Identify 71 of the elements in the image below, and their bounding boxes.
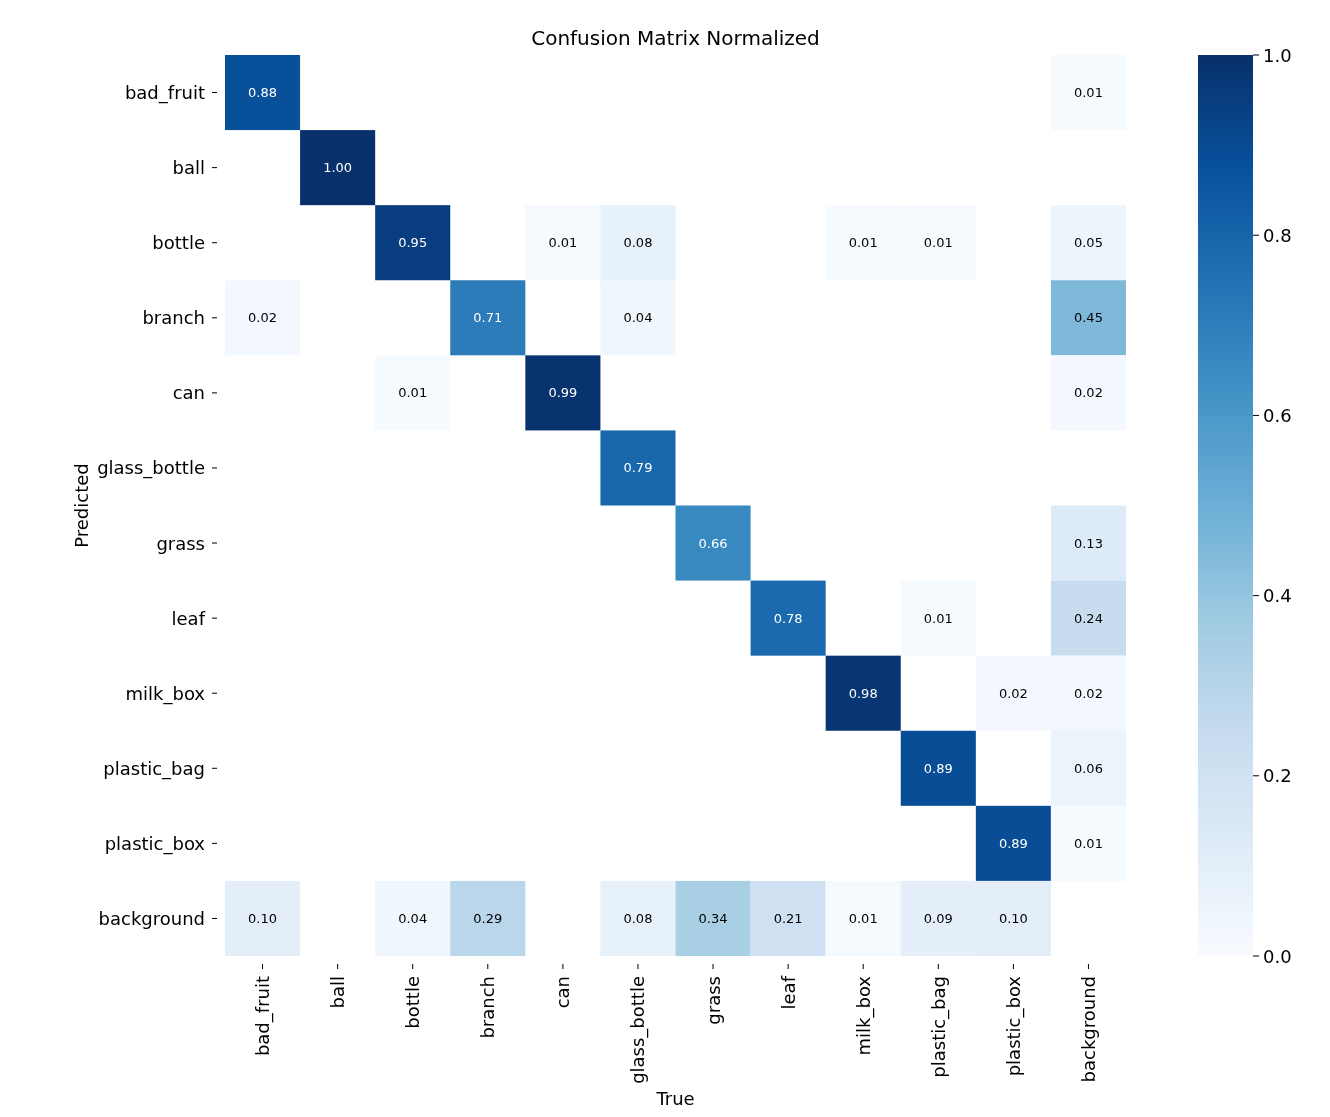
x-tick-label: branch — [477, 976, 499, 1039]
data-label: 0.01 — [923, 610, 953, 626]
data-label: 0.01 — [1073, 835, 1103, 851]
data-label: 0.04 — [398, 910, 428, 926]
data-label: 0.02 — [998, 685, 1028, 701]
data-label: 0.02 — [1073, 685, 1103, 701]
data-label: 0.71 — [473, 310, 503, 326]
data-label: 0.79 — [623, 460, 653, 476]
data-label: 0.98 — [848, 685, 878, 701]
data-label: 0.09 — [923, 910, 953, 926]
data-label: 0.24 — [1073, 610, 1103, 626]
data-label: 0.45 — [1073, 310, 1103, 326]
x-tick-label: leaf — [777, 975, 799, 1010]
x-tick-label: can — [552, 976, 574, 1009]
y-tick-label: leaf — [171, 607, 206, 629]
data-label: 0.01 — [923, 235, 953, 251]
data-label: 0.21 — [773, 910, 803, 926]
y-tick-label: branch — [142, 307, 205, 329]
x-tick-label: milk_box — [852, 975, 875, 1056]
color-bar-label: 0.2 — [1263, 765, 1292, 787]
data-label: 0.10 — [248, 910, 278, 926]
y-tick-label: glass_bottle — [97, 457, 205, 480]
color-bar-label: 0.4 — [1263, 585, 1292, 607]
x-tick-label: glass_bottle — [627, 976, 650, 1084]
x-tick-label: background — [1077, 976, 1099, 1083]
y-tick-label: bad_fruit — [124, 82, 205, 105]
x-tick-label: ball — [327, 976, 349, 1009]
data-label: 0.08 — [623, 235, 653, 251]
data-label: 0.88 — [248, 85, 278, 101]
data-label: 0.89 — [998, 835, 1028, 851]
data-label: 0.34 — [698, 910, 728, 926]
data-label: 0.06 — [1073, 760, 1103, 776]
data-label: 0.99 — [548, 385, 578, 401]
data-label: 0.66 — [698, 535, 728, 551]
x-tick-label: plastic_box — [1002, 975, 1025, 1077]
color-bar-label: 0.8 — [1263, 224, 1292, 246]
data-label: 0.95 — [398, 235, 428, 251]
data-label: 0.01 — [848, 235, 878, 251]
y-tick-label: plastic_box — [104, 832, 206, 855]
y-axis-title: Predicted — [70, 463, 92, 548]
data-label: 0.01 — [548, 235, 578, 251]
data-label: 0.01 — [848, 910, 878, 926]
data-label: 0.08 — [623, 910, 653, 926]
x-tick-label: plastic_bag — [927, 976, 950, 1078]
color-bar-label: 1.0 — [1263, 44, 1292, 66]
x-tick-label: bad_fruit — [252, 976, 275, 1057]
data-label: 0.02 — [248, 310, 278, 326]
y-tick-label: grass — [156, 532, 205, 554]
y-tick-label: plastic_bag — [103, 757, 205, 780]
x-tick-label: grass — [702, 976, 724, 1025]
data-label: 0.05 — [1073, 235, 1103, 251]
data-label: 0.02 — [1073, 385, 1103, 401]
x-axis-title: True — [655, 1087, 695, 1109]
y-tick-label: milk_box — [125, 682, 206, 705]
data-label: 0.04 — [623, 310, 653, 326]
data-label: 0.10 — [998, 910, 1028, 926]
y-tick-label: can — [172, 382, 205, 404]
color-bar-label: 0.0 — [1263, 945, 1292, 967]
data-label: 0.01 — [398, 385, 428, 401]
y-tick-label: bottle — [152, 232, 205, 254]
color-bar-label: 0.6 — [1263, 404, 1292, 426]
data-label: 0.29 — [473, 910, 503, 926]
data-label: 0.13 — [1073, 535, 1103, 551]
x-tick-label: bottle — [402, 976, 424, 1029]
data-label: 0.78 — [773, 610, 803, 626]
data-label: 0.01 — [1073, 85, 1103, 101]
y-tick-label: ball — [172, 157, 205, 179]
data-label: 0.89 — [923, 760, 953, 776]
data-label: 1.00 — [323, 160, 353, 176]
y-tick-label: background — [98, 907, 205, 929]
chart-title: Confusion Matrix Normalized — [531, 26, 820, 50]
